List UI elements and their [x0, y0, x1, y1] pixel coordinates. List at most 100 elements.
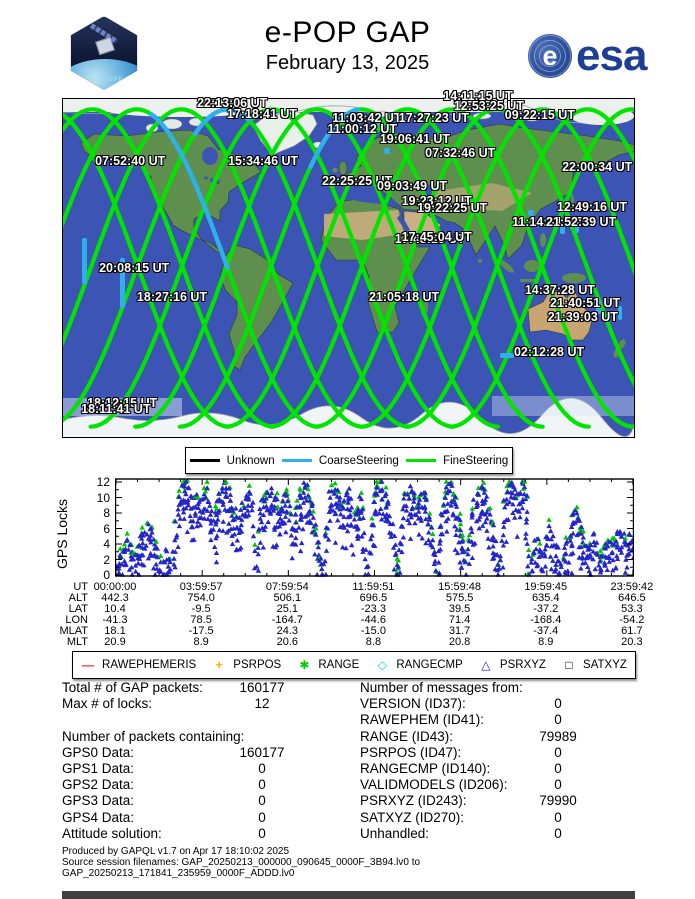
stat-right-label: VERSION (ID37): — [360, 696, 466, 712]
fine-steering-track — [268, 107, 635, 429]
map-time-label: 21:52:39 UT — [546, 215, 617, 230]
stat-left-label: GPS3 Data: — [62, 793, 135, 809]
stat-left-value: 0 — [258, 761, 266, 776]
table-row-label: ALT — [68, 592, 88, 604]
stat-right-value: 0 — [554, 825, 562, 841]
y-tick-label: 2 — [103, 552, 110, 567]
stat-right-label: PSRPOS (ID47): — [360, 744, 462, 760]
coarse-steering-dash — [528, 210, 534, 216]
stat-left-label: Number of packets containing: — [62, 728, 245, 744]
table-row-label: MLAT — [59, 625, 88, 637]
coarse-steering-dash — [120, 258, 125, 308]
table-cell: 07:59:54 — [265, 581, 309, 593]
map-time-label: 07:52:40 UT — [95, 153, 166, 168]
legend-label: RANGECMP — [396, 659, 463, 671]
table-cell: -17.5 — [188, 625, 214, 637]
table-cell: 24.3 — [276, 625, 298, 637]
table-cell: -164.7 — [271, 614, 303, 626]
table-cell: 61.7 — [621, 625, 643, 637]
map-time-label: 17:18:41 UT — [226, 106, 298, 121]
table-cell: 20.3 — [621, 636, 643, 648]
legend-label: PSRXYZ — [499, 659, 546, 671]
legend-line-sample — [406, 459, 437, 462]
table-cell: 696.5 — [359, 592, 388, 604]
stat-left-label: GPS1 Data: — [62, 761, 135, 776]
legend-line-sample — [281, 459, 312, 462]
fine-steering-track — [359, 107, 635, 429]
map-time-labels: 22:13:06 UT 17:18:41 UT 11:03:42 UT 17:27:2… — [62, 89, 635, 438]
stat-left-value: 160177 — [239, 744, 285, 760]
fine-steering-track — [62, 107, 276, 429]
table-cell: 8.8 — [365, 636, 382, 648]
coarse-steering-track — [149, 112, 230, 271]
map-time-label: 22:25:25 UT — [322, 173, 393, 188]
fine-steering-track — [223, 107, 591, 429]
table-cell: 20.9 — [104, 636, 126, 648]
table-cell: 442.3 — [101, 592, 129, 604]
message-legend-item: — RAWEPHEMERIS — [81, 658, 196, 672]
fine-steering-track — [313, 107, 635, 429]
stat-left-label: GPS2 Data: — [62, 777, 135, 793]
table-cell: 15:59:48 — [438, 581, 481, 593]
table-cell: 39.5 — [448, 603, 471, 615]
map-time-label: 11:14:34 UT — [512, 215, 582, 230]
steering-legend-item: CoarseSteering — [281, 455, 399, 467]
rawephemeris-marker-icon: — — [82, 658, 95, 672]
footer-produced-line: Produced by GAPQL v1.7 on Apr 17 18:10:0… — [62, 846, 290, 857]
table-cell: 8.9 — [193, 636, 209, 648]
table-cell: 506.1 — [273, 592, 302, 604]
psrxyz-marker-icon: △ — [481, 658, 491, 672]
y-tick-label: 8 — [103, 506, 110, 520]
coarse-steering-dash — [500, 353, 514, 358]
map-time-label: 22:13:06 UT — [197, 96, 268, 111]
message-legend-item: △ PSRXYZ — [479, 658, 546, 672]
stat-right-label: PSRXYZ (ID243): — [360, 793, 467, 809]
table-cell: -168.4 — [530, 614, 562, 626]
stat-right-label: VALIDMODELS (ID206): — [360, 777, 508, 793]
map-time-label: 09:22:15 UT — [504, 108, 575, 122]
stat-right-value: 0 — [554, 744, 562, 760]
gps-locks-axis-title: GPS Locks — [54, 498, 70, 570]
table-cell: -15.0 — [360, 625, 386, 637]
stat-left-value: 12 — [254, 696, 270, 712]
fine-steering-track — [448, 107, 635, 429]
table-cell: -37.2 — [533, 603, 559, 615]
map-time-label: 11:00:12 UT — [327, 121, 397, 136]
steering-legend-item: Unknown — [189, 454, 275, 467]
stat-right-value: 79989 — [539, 728, 577, 744]
y-tick-label: 0 — [103, 568, 110, 582]
stat-left-label: Attitude solution: — [62, 825, 162, 841]
stat-right-value: 0 — [554, 712, 562, 728]
esa-logo: e esa — [528, 31, 658, 80]
map-time-label: 17:27:23 UT — [398, 111, 469, 126]
legend-label: Unknown — [226, 454, 275, 467]
map-canvas — [62, 98, 635, 438]
coarse-steering-dash — [82, 238, 87, 284]
message-legend-item: ✱ RANGE — [297, 658, 359, 672]
table-cell: 23:59:42 — [610, 581, 654, 593]
stat-right-label: RAWEPHEM (ID41): — [360, 712, 485, 728]
map-time-label: 21:40:51 UT — [550, 296, 621, 311]
map-time-label: 14:37:28 UT — [524, 283, 596, 298]
map-time-label: 09:03:49 UT — [377, 179, 448, 194]
stat-left-label: Total # of GAP packets: — [62, 680, 203, 695]
table-cell: 18.1 — [104, 625, 126, 637]
fine-steering-track — [403, 107, 635, 429]
fine-steering-track — [62, 111, 232, 429]
coarse-steering-dash — [372, 118, 380, 126]
map-time-label: 17:43:18 UT — [394, 232, 465, 247]
gps-locks-plot — [115, 478, 634, 577]
fine-steering-track — [62, 107, 365, 429]
stat-left-value: 160177 — [239, 680, 285, 695]
coarse-steering-dash — [596, 300, 601, 314]
fine-steering-track — [177, 107, 545, 429]
stat-right-value: 0 — [554, 761, 562, 776]
coarse-steering-dash — [560, 226, 565, 234]
legend-label: FineSteering — [443, 454, 509, 467]
map-time-label: 19:23:12 UT — [401, 194, 472, 209]
table-cell: 646.5 — [618, 592, 646, 604]
coarse-steering-dash — [618, 306, 622, 320]
table-cell: 8.9 — [538, 636, 554, 648]
map-time-label: 15:34:46 UT — [228, 153, 299, 168]
table-cell: -41.3 — [102, 614, 128, 626]
